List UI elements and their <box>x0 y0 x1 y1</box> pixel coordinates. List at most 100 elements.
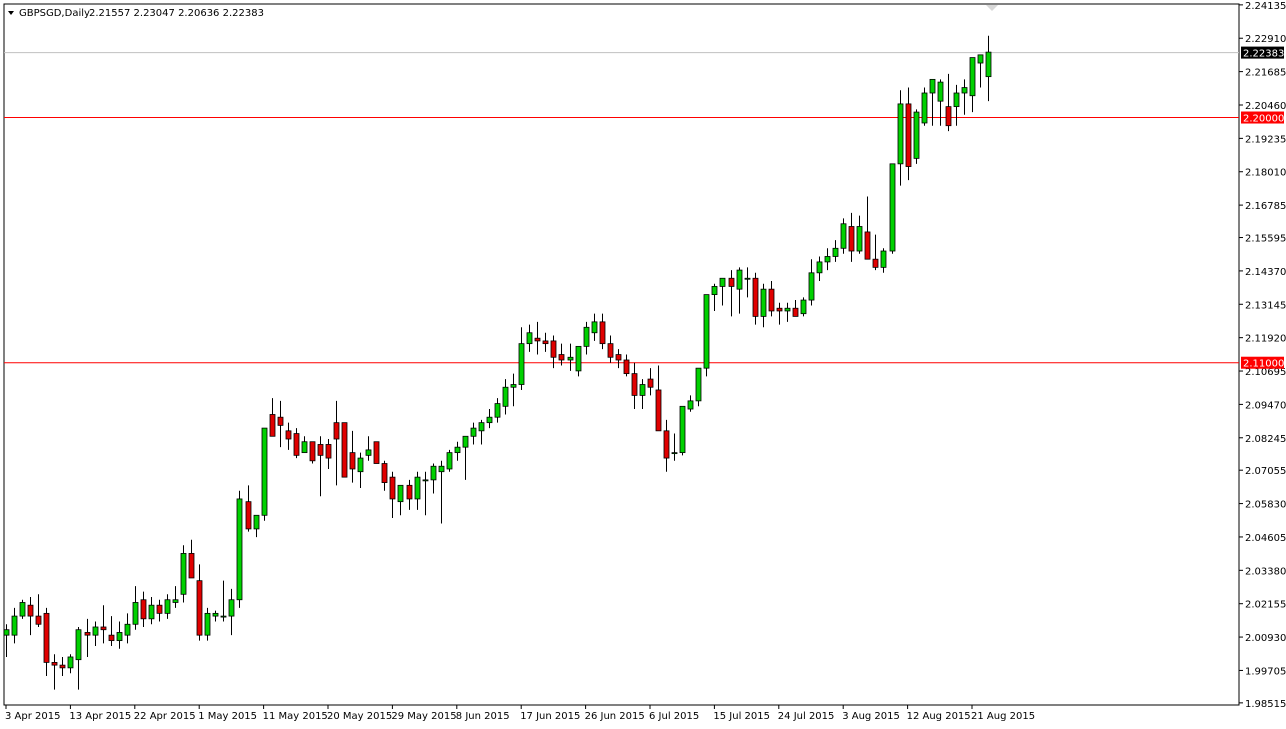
chart-shift-marker-icon[interactable] <box>986 5 998 11</box>
candle <box>454 441 461 461</box>
candle <box>518 327 525 390</box>
bull-candle-body <box>977 54 984 64</box>
bull-candle-body <box>11 615 18 636</box>
bull-candle-body <box>180 553 187 595</box>
bull-candle-body <box>357 457 364 473</box>
bear-candle-body <box>389 476 396 500</box>
y-tick-label: 2.18010 <box>1245 168 1286 179</box>
candle <box>591 313 598 341</box>
bull-candle-body <box>824 256 831 263</box>
bull-candle-body <box>518 343 525 385</box>
bull-candle-body <box>204 612 211 636</box>
bull-candle-body <box>840 223 847 249</box>
candle <box>542 332 549 352</box>
dropdown-triangle-icon[interactable] <box>8 11 14 15</box>
x-tick-label: 6 Jul 2015 <box>649 711 699 722</box>
candle <box>494 398 501 423</box>
x-tick-label: 15 Jul 2015 <box>713 711 770 722</box>
bull-candle-body <box>470 427 477 437</box>
bull-candle-body <box>961 87 968 94</box>
bear-candle-body <box>905 103 912 167</box>
y-tick-label: 2.07055 <box>1245 466 1286 477</box>
bull-candle-body <box>784 307 791 312</box>
candle <box>695 367 702 407</box>
bull-candle-body <box>671 452 678 455</box>
bear-candle-body <box>245 501 252 530</box>
candle <box>792 300 799 317</box>
candle <box>164 594 171 619</box>
candle <box>655 365 662 432</box>
candle <box>277 400 284 448</box>
y-tick-label: 1.98515 <box>1245 699 1286 710</box>
y-tick-label: 2.20460 <box>1245 101 1286 112</box>
price-axis[interactable]: 2.24135 2.22910 2.21685 2.20460 2.19235 2.180… <box>1239 1 1286 710</box>
candle <box>864 196 871 260</box>
candle <box>913 109 920 164</box>
candle <box>19 599 26 619</box>
bull-candle-body <box>800 299 807 315</box>
candle <box>196 564 203 641</box>
bull-candle-body <box>695 367 702 402</box>
bull-candle-body <box>301 441 308 454</box>
candle <box>116 621 123 649</box>
y-tick-label: 2.05830 <box>1245 500 1286 511</box>
candle <box>486 409 493 429</box>
bull-candle-body <box>365 449 372 456</box>
candle <box>510 373 517 407</box>
candle <box>309 441 316 464</box>
candle <box>671 433 678 461</box>
candle <box>558 343 565 366</box>
candle <box>760 283 767 328</box>
bull-candle-body <box>164 599 171 614</box>
x-tick-label: 8 Jun 2015 <box>456 711 510 722</box>
candle <box>341 422 348 478</box>
bear-candle-body <box>381 463 388 483</box>
bear-candle-body <box>285 430 292 440</box>
bear-candle-body <box>35 615 42 625</box>
bull-candle-body <box>502 386 509 407</box>
bull-candle-body <box>929 78 936 94</box>
bear-candle-body <box>728 277 735 287</box>
candle <box>148 597 155 625</box>
bull-candle-body <box>703 294 710 369</box>
bear-candle-body <box>945 106 952 127</box>
candle <box>607 335 614 363</box>
candle <box>3 624 10 657</box>
candle <box>921 87 928 126</box>
candle <box>752 272 759 325</box>
bull-candle-body <box>711 286 718 296</box>
candle <box>325 439 332 469</box>
candle <box>583 321 590 355</box>
bear-candle-body <box>349 452 356 470</box>
candle <box>687 395 694 412</box>
candle <box>27 597 34 636</box>
candle <box>317 436 324 497</box>
y-tick-label: 2.22910 <box>1245 34 1286 45</box>
bull-candle-body <box>124 623 131 636</box>
candle <box>534 321 541 355</box>
bull-candle-body <box>19 602 26 617</box>
bear-candle-body <box>558 354 565 361</box>
horizontal-lines-layer <box>4 52 1239 364</box>
level-price-tag <box>1241 111 1284 124</box>
candle <box>357 452 364 489</box>
candle <box>67 654 74 674</box>
time-axis[interactable]: 3 Apr 2015 13 Apr 2015 22 Apr 2015 1 May 20… <box>5 705 1035 722</box>
candle <box>43 607 50 677</box>
candle <box>414 471 421 510</box>
bear-candle-body <box>607 343 614 358</box>
x-tick-label: 1 May 2015 <box>198 711 257 722</box>
y-tick-label: 2.15595 <box>1245 234 1286 245</box>
bull-candle-body <box>486 416 493 424</box>
candle <box>824 248 831 271</box>
bear-candle-body <box>550 340 557 358</box>
candle <box>373 441 380 464</box>
candle <box>639 379 646 410</box>
x-tick-label: 3 Apr 2015 <box>5 711 60 722</box>
bull-candle-body <box>937 81 944 102</box>
candle <box>430 463 437 494</box>
candle <box>75 626 82 690</box>
y-tick-label: 2.02155 <box>1245 600 1286 611</box>
